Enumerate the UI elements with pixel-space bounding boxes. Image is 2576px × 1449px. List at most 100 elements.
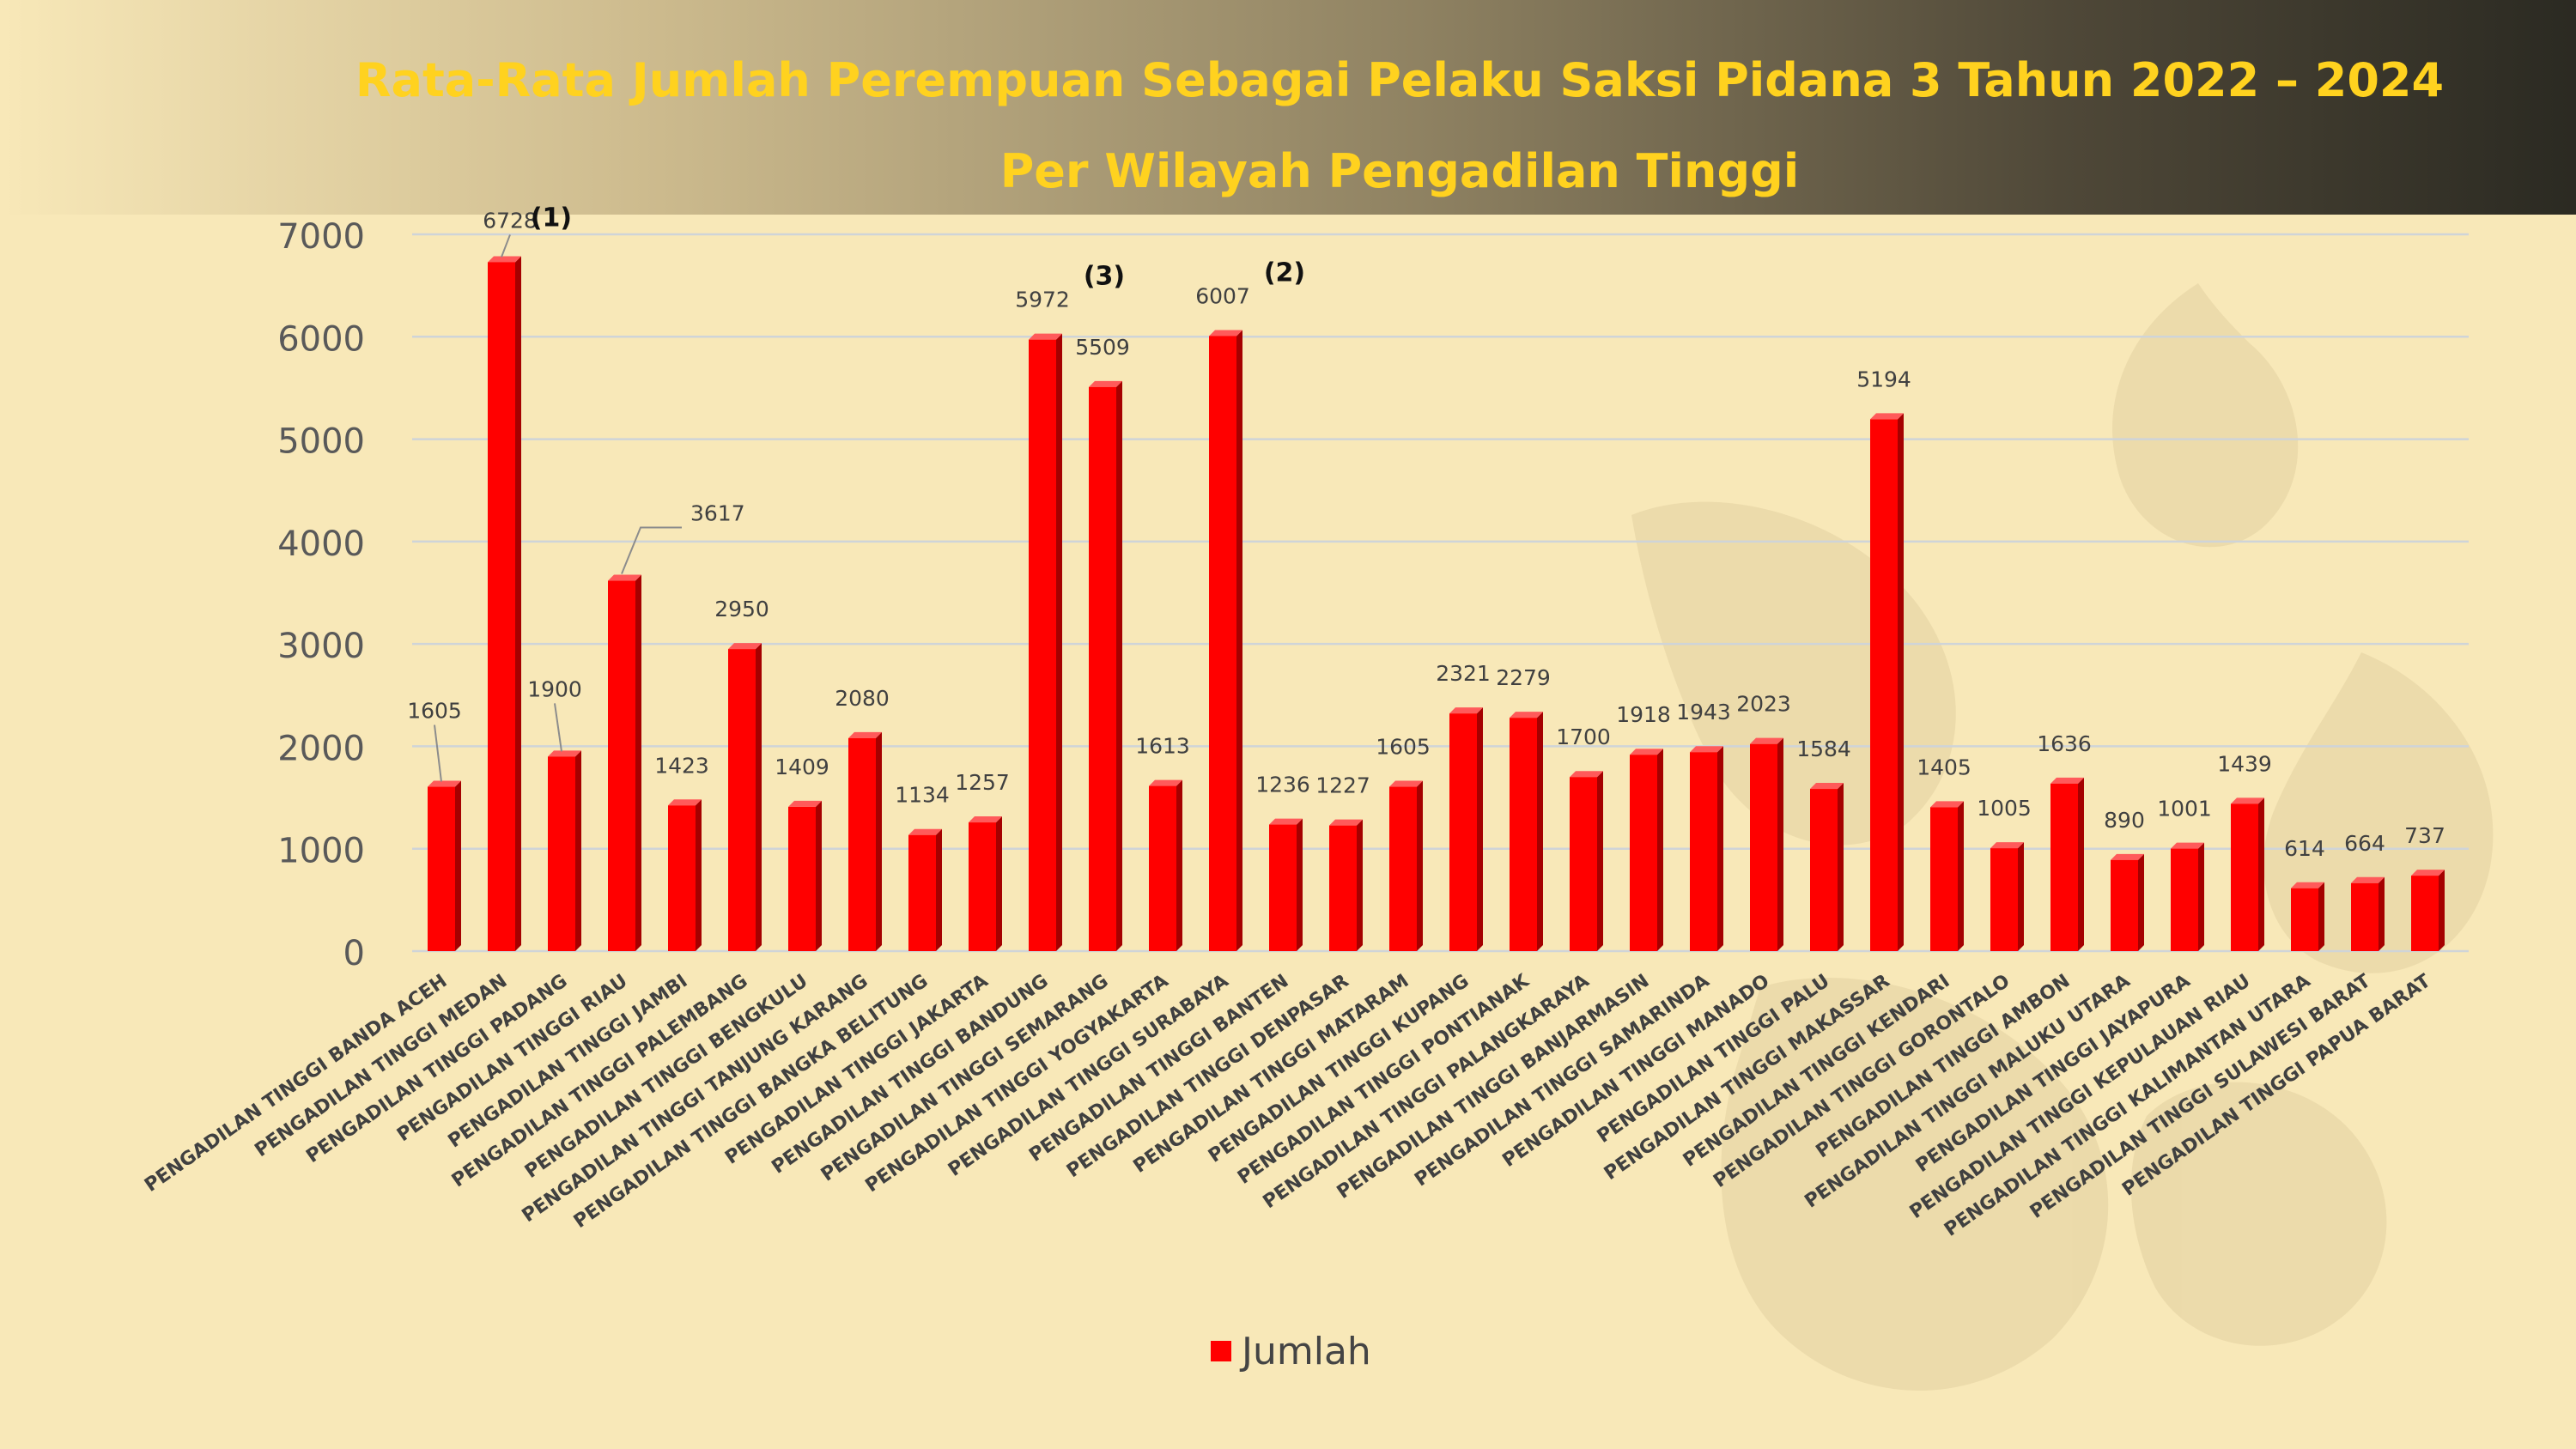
- bar: [728, 643, 762, 951]
- bar-top: [668, 799, 702, 806]
- bar-front: [1149, 785, 1176, 951]
- annotation-label: (3): [1084, 262, 1125, 292]
- bar-front: [1209, 336, 1236, 952]
- bar-front: [1449, 713, 1477, 951]
- bar-side: [1597, 771, 1603, 951]
- bar-side: [1056, 333, 1062, 951]
- data-label: 1257: [955, 770, 1010, 795]
- chart-title-line-1: Rata-Rata Jumlah Perempuan Sebagai Pelak…: [355, 53, 2445, 107]
- bar-front: [2351, 882, 2379, 951]
- bar: [848, 731, 882, 951]
- title-banner: [0, 0, 2576, 215]
- bar-top: [2291, 882, 2324, 888]
- data-label: 2279: [1496, 665, 1551, 690]
- bar: [1389, 780, 1423, 951]
- bar-top: [428, 780, 461, 787]
- data-label: 6007: [1195, 283, 1250, 308]
- bar-top: [908, 828, 942, 835]
- bar: [1930, 801, 1964, 951]
- data-label: 1584: [1796, 737, 1851, 761]
- bar-top: [1269, 818, 1303, 825]
- bar-side: [635, 574, 641, 951]
- y-axis: 0 1000 2000 3000 4000 5000 6000 7000: [277, 217, 365, 973]
- bar: [2291, 882, 2324, 951]
- data-label: 1605: [1376, 735, 1431, 760]
- bar-top: [1810, 783, 1844, 790]
- bar: [2231, 797, 2264, 951]
- bar-top: [2351, 876, 2385, 883]
- data-label: 1700: [1556, 724, 1611, 749]
- bar-front: [1990, 848, 2018, 951]
- chart-title-line-2: Per Wilayah Pengadilan Tinggi: [999, 144, 1800, 198]
- data-label: 5194: [1856, 367, 1911, 391]
- annotation-label: (1): [531, 203, 572, 233]
- bar: [608, 574, 641, 951]
- bar-top: [608, 574, 641, 581]
- data-label: 1439: [2217, 751, 2272, 776]
- data-label: 1001: [2157, 797, 2212, 822]
- bar-top: [2050, 777, 2084, 784]
- bar-side: [1236, 330, 1242, 952]
- bar: [1570, 771, 1603, 951]
- bar-front: [548, 756, 575, 951]
- bar-top: [788, 800, 822, 807]
- bar-side: [1477, 707, 1483, 951]
- bar-front: [1870, 419, 1898, 951]
- bar-top: [2171, 842, 2204, 849]
- bar: [1209, 330, 1242, 952]
- annotations: (1) (2) (3): [531, 203, 1305, 291]
- bar-top: [1209, 330, 1242, 336]
- bar-side: [2379, 876, 2385, 951]
- bar-side: [936, 828, 942, 951]
- bar-side: [1777, 737, 1783, 951]
- bar: [2171, 842, 2204, 951]
- bar-top: [728, 643, 762, 650]
- legend-label: Jumlah: [1242, 1329, 1371, 1373]
- bar-top: [1690, 746, 1723, 753]
- bar-side: [455, 780, 461, 951]
- y-tick-label: 5000: [277, 422, 365, 462]
- bar-side: [1116, 380, 1122, 952]
- bar-front: [428, 786, 455, 951]
- bar-front: [728, 649, 756, 951]
- data-label: 1613: [1135, 734, 1190, 759]
- leader-line: [621, 526, 682, 574]
- bar: [2111, 853, 2144, 951]
- y-tick-label: 2000: [277, 729, 365, 768]
- data-label: 1409: [775, 755, 829, 779]
- bar-top: [1089, 380, 1122, 387]
- bar-front: [2291, 888, 2318, 951]
- bar: [2351, 876, 2385, 951]
- bar-front: [1089, 386, 1116, 952]
- bar-front: [1750, 743, 1777, 951]
- bar-top: [1149, 779, 1182, 786]
- bar-top: [2111, 853, 2144, 860]
- bar-side: [2258, 797, 2264, 951]
- bar-front: [2050, 783, 2078, 951]
- bar: [1870, 413, 1904, 951]
- bar-side: [1297, 818, 1303, 951]
- data-label: 1005: [1977, 796, 2032, 821]
- data-label: 1943: [1676, 700, 1731, 724]
- leader-line: [554, 703, 562, 752]
- bar-front: [2171, 848, 2198, 951]
- data-label: 3617: [690, 501, 745, 526]
- legend-swatch: [1211, 1341, 1231, 1361]
- bar-top: [1389, 780, 1423, 787]
- bar: [1630, 749, 1663, 951]
- bar-top: [548, 750, 581, 757]
- bar-front: [1510, 718, 1537, 951]
- bar-side: [1417, 780, 1423, 951]
- data-label: 1405: [1917, 755, 1971, 779]
- bar-front: [1690, 752, 1717, 951]
- bar: [969, 816, 1002, 951]
- bar-front: [668, 805, 696, 951]
- data-label: 1423: [654, 753, 709, 778]
- bar: [1269, 818, 1303, 951]
- data-labels: 1605 6728 1900 3617 1423 2950 1409 2080 11341257…: [407, 208, 2445, 860]
- bar: [1449, 707, 1483, 951]
- data-label: 1918: [1616, 702, 1671, 727]
- bar-front: [1570, 777, 1597, 951]
- bar-front: [608, 580, 635, 951]
